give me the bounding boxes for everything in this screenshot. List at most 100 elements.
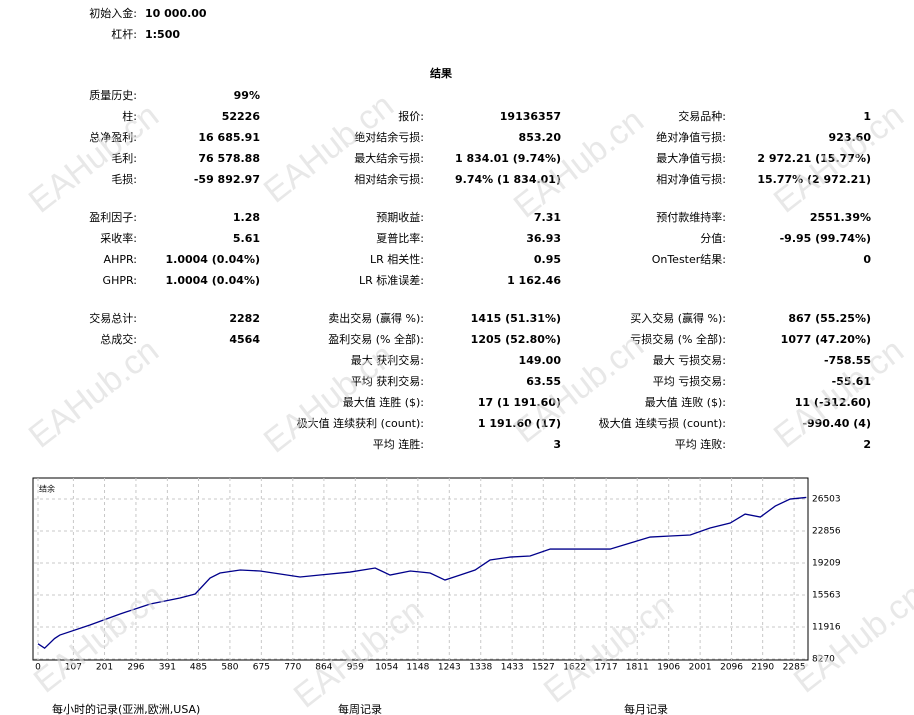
y-tick-label: 11916 xyxy=(812,623,841,633)
stat-value: -9.95 (99.74%) xyxy=(780,232,871,245)
stat-label: 最大结余亏损: xyxy=(354,151,424,165)
stat-value: 17 (1 191.60) xyxy=(478,396,561,409)
stat-value: 52226 xyxy=(222,110,261,123)
stat-value: -59 892.97 xyxy=(194,173,260,186)
stat-value: 1077 (47.20%) xyxy=(781,333,871,346)
x-tick-label: 770 xyxy=(284,663,301,673)
x-tick-label: 1243 xyxy=(438,663,461,673)
stat-value: 1415 (51.31%) xyxy=(471,312,561,325)
chart-frame xyxy=(32,477,809,661)
stat-value: -758.55 xyxy=(824,354,871,367)
x-tick-label: 1622 xyxy=(563,663,586,673)
field-value: 1:500 xyxy=(145,28,180,41)
stat-value: 76 578.88 xyxy=(198,152,260,165)
stat-label: OnTester结果: xyxy=(652,253,726,266)
field-label: 初始入金: xyxy=(89,6,137,20)
balance-line xyxy=(37,496,807,650)
stat-label: 相对净值亏损: xyxy=(656,172,726,186)
stat-label: 亏损交易 (% 全部): xyxy=(630,332,726,346)
stat-label: 毛利: xyxy=(111,152,137,165)
y-tick-label: 26503 xyxy=(812,495,841,505)
stat-label: 绝对结余亏损: xyxy=(354,130,424,144)
stat-value: 11 (-312.60) xyxy=(795,396,871,409)
stat-value: 9.74% (1 834.01) xyxy=(455,173,561,186)
x-tick-label: 2285 xyxy=(783,663,806,673)
stat-value: 1 191.60 (17) xyxy=(478,417,561,430)
stat-value: 1 xyxy=(863,110,871,123)
stat-label: 盈利交易 (% 全部): xyxy=(328,332,424,346)
stat-value: 1.0004 (0.04%) xyxy=(166,253,261,266)
stat-value: 149.00 xyxy=(519,354,562,367)
footer-link[interactable]: 每小时的记录(亚洲,欧洲,USA) xyxy=(52,702,200,715)
x-tick-label: 2096 xyxy=(720,663,743,673)
x-tick-label: 959 xyxy=(347,663,364,673)
watermark: EAHub.cn xyxy=(767,331,911,455)
stat-value: 0 xyxy=(863,253,871,266)
stat-label: 最大值 连胜 ($): xyxy=(343,395,424,409)
x-tick-label: 296 xyxy=(127,663,144,673)
stat-label: AHPR: xyxy=(104,253,137,266)
stat-value: 63.55 xyxy=(526,375,561,388)
stat-label: 总净盈利: xyxy=(89,130,137,144)
field-label: 杠杆: xyxy=(111,27,137,41)
stat-value: 5.61 xyxy=(233,232,260,245)
watermark: EAHub.cn xyxy=(22,331,166,455)
chart-label: 结余 xyxy=(39,484,55,494)
x-tick-label: 675 xyxy=(253,663,270,673)
stat-label: 交易总计: xyxy=(89,311,137,325)
stat-value: 853.20 xyxy=(519,131,562,144)
stat-label: 交易品种: xyxy=(678,109,726,123)
stat-label: 质量历史: xyxy=(89,89,137,102)
stat-label: GHPR: xyxy=(103,274,137,287)
stat-value: 2551.39% xyxy=(810,211,871,224)
x-tick-label: 580 xyxy=(221,663,238,673)
stat-value: 0.95 xyxy=(534,253,561,266)
stat-label: 毛损: xyxy=(111,172,137,186)
stat-value: 867 (55.25%) xyxy=(788,312,871,325)
x-tick-label: 107 xyxy=(65,663,82,673)
stat-value: 1205 (52.80%) xyxy=(471,333,561,346)
stat-value: 2282 xyxy=(229,312,260,325)
stat-label: 卖出交易 (赢得 %): xyxy=(328,311,424,325)
stat-label: 柱: xyxy=(122,109,137,123)
footer-link[interactable]: 每月记录 xyxy=(624,702,668,715)
stat-label: 买入交易 (赢得 %): xyxy=(630,311,726,325)
stat-value: -990.40 (4) xyxy=(802,417,871,430)
y-tick-label: 19209 xyxy=(812,559,841,569)
y-tick-label: 8270 xyxy=(812,655,835,665)
stat-value: 4564 xyxy=(229,333,260,346)
stat-label: 盈利因子: xyxy=(89,211,137,224)
y-tick-label: 15563 xyxy=(812,591,841,601)
stat-label: 总成交: xyxy=(100,332,137,346)
x-tick-label: 1906 xyxy=(657,663,680,673)
x-tick-label: 1433 xyxy=(501,663,524,673)
stat-label: 平均 连胜: xyxy=(373,437,424,451)
stat-value: 1 162.46 xyxy=(507,274,561,287)
x-tick-label: 201 xyxy=(96,663,113,673)
stat-value: 1.0004 (0.04%) xyxy=(166,274,261,287)
y-tick-label: 22856 xyxy=(812,527,841,537)
x-tick-label: 1811 xyxy=(626,663,649,673)
x-tick-label: 391 xyxy=(159,663,176,673)
stat-value: 36.93 xyxy=(526,232,561,245)
stat-label: 平均 连败: xyxy=(675,437,726,451)
x-tick-label: 2001 xyxy=(689,663,712,673)
stat-label: 相对结余亏损: xyxy=(354,172,424,186)
stat-label: 最大 获利交易: xyxy=(351,353,424,367)
stat-value: 19136357 xyxy=(500,110,561,123)
stat-label: 绝对净值亏损: xyxy=(656,130,726,144)
x-tick-label: 0 xyxy=(35,663,41,673)
stat-value: 923.60 xyxy=(829,131,872,144)
x-tick-label: 2190 xyxy=(751,663,774,673)
stat-label: 平均 亏损交易: xyxy=(653,374,726,388)
stat-value: -55.61 xyxy=(832,375,871,388)
stat-label: LR 标准误差: xyxy=(359,273,424,287)
stat-label: 最大值 连败 ($): xyxy=(645,395,726,409)
stat-value: 2 xyxy=(863,438,871,451)
x-tick-label: 1338 xyxy=(469,663,492,673)
stat-value: 16 685.91 xyxy=(198,131,260,144)
stat-value: 1 834.01 (9.74%) xyxy=(455,152,561,165)
stat-value: 1.28 xyxy=(233,211,260,224)
stat-label: 极大值 连续获利 (count): xyxy=(297,416,424,430)
footer-link[interactable]: 每周记录 xyxy=(338,702,382,715)
